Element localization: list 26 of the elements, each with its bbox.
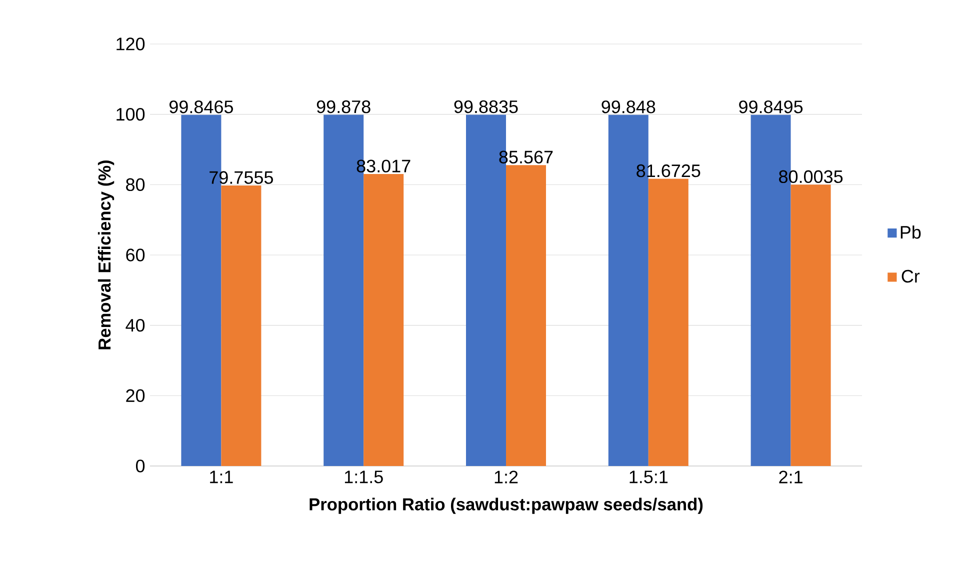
x-tick-label: 1:1 <box>210 470 233 484</box>
bar <box>506 165 546 466</box>
data-label: 99.848 <box>602 100 656 114</box>
y-tick-label: 40 <box>126 318 145 332</box>
bar <box>648 178 688 466</box>
y-tick-label: 60 <box>126 248 145 262</box>
y-tick-label: 80 <box>126 178 145 192</box>
bar <box>221 186 262 466</box>
y-tick-label: 100 <box>116 108 145 121</box>
data-label: 99.8465 <box>170 100 233 114</box>
y-tick-label: 0 <box>136 460 145 472</box>
y-tick-label: 20 <box>126 389 145 402</box>
x-tick-label: 2:1 <box>779 470 802 484</box>
x-axis-title: Proportion Ratio (sawdust:pawpaw seeds/sand) <box>310 498 703 514</box>
bar <box>364 174 404 466</box>
data-label: 99.878 <box>316 100 370 114</box>
y-tick-label: 120 <box>116 38 145 50</box>
x-tick-label: 1.5:1 <box>630 470 668 484</box>
data-label: 99.8495 <box>739 100 803 114</box>
x-tick-label: 1:1.5 <box>344 470 383 484</box>
bar <box>790 184 831 466</box>
legend-label: Pb <box>900 226 921 239</box>
y-axis-title: Removal Efficiency (%) <box>98 160 114 350</box>
legend-label: Cr <box>902 270 920 283</box>
data-label: 99.8835 <box>454 100 518 114</box>
x-tick-label: 1:2 <box>494 470 518 484</box>
